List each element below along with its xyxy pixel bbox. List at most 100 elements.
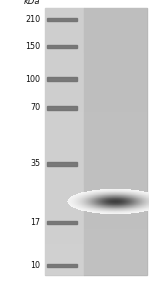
Bar — [116, 210, 117, 211]
Bar — [131, 194, 132, 195]
Bar — [144, 205, 145, 206]
Bar — [141, 199, 142, 200]
Bar — [102, 208, 103, 209]
Bar — [77, 204, 78, 205]
Bar — [105, 200, 106, 201]
Bar — [100, 198, 101, 199]
Bar — [78, 196, 79, 197]
Bar — [79, 198, 80, 199]
Bar — [109, 194, 110, 195]
Bar — [118, 192, 119, 193]
Bar — [107, 201, 108, 202]
Bar — [119, 196, 120, 197]
Bar — [118, 203, 119, 204]
Bar — [115, 190, 116, 191]
Bar — [144, 193, 145, 194]
Bar — [80, 200, 81, 201]
Bar — [138, 199, 139, 200]
Bar — [147, 200, 148, 201]
Bar — [120, 207, 121, 208]
Bar — [114, 192, 115, 193]
Bar — [102, 198, 103, 199]
Bar — [130, 195, 131, 196]
Bar — [81, 192, 82, 193]
Bar — [143, 194, 144, 195]
Bar — [84, 201, 85, 202]
Bar — [104, 209, 105, 210]
Bar — [144, 200, 145, 201]
Bar — [126, 207, 127, 208]
Bar — [117, 213, 118, 214]
Bar — [114, 212, 115, 213]
Bar — [120, 198, 121, 199]
Bar — [93, 195, 94, 196]
Bar — [146, 200, 147, 201]
Bar — [106, 201, 107, 202]
Bar — [76, 205, 77, 206]
Bar — [106, 193, 107, 194]
Bar — [122, 211, 123, 212]
Bar — [67, 201, 68, 202]
Bar — [133, 209, 134, 210]
Bar — [124, 197, 125, 198]
Bar — [46, 106, 76, 110]
Bar — [88, 206, 89, 207]
Bar — [106, 210, 107, 211]
Bar — [77, 199, 78, 200]
Bar — [112, 198, 113, 199]
Bar — [132, 202, 133, 203]
Bar — [135, 197, 136, 198]
Bar — [145, 200, 146, 201]
Bar — [136, 207, 137, 208]
Bar — [139, 194, 140, 195]
Bar — [132, 209, 133, 210]
Bar — [139, 197, 140, 198]
Bar — [110, 190, 111, 191]
Bar — [146, 195, 147, 196]
Bar — [138, 203, 139, 204]
Bar — [121, 205, 122, 206]
Bar — [119, 195, 120, 196]
Bar — [143, 211, 144, 212]
Bar — [126, 204, 127, 205]
Bar — [142, 192, 143, 193]
Bar — [100, 205, 101, 206]
Bar — [111, 192, 112, 193]
Bar — [139, 191, 140, 192]
Bar — [81, 202, 82, 203]
Bar — [147, 206, 148, 207]
Bar — [127, 211, 128, 212]
Bar — [78, 203, 79, 204]
Bar — [81, 198, 82, 199]
Bar — [130, 194, 131, 195]
Bar — [85, 203, 86, 204]
Bar — [123, 197, 124, 198]
Bar — [87, 210, 88, 211]
Bar — [96, 195, 97, 196]
Bar — [100, 194, 101, 195]
Bar — [116, 200, 117, 201]
Bar — [105, 195, 106, 196]
Bar — [83, 194, 84, 195]
Bar — [107, 212, 108, 213]
Bar — [122, 207, 123, 208]
Bar — [127, 196, 128, 197]
Bar — [123, 210, 124, 211]
Bar — [129, 197, 130, 198]
Bar — [113, 207, 114, 208]
Bar — [107, 197, 108, 198]
Bar — [71, 197, 72, 198]
Bar — [135, 191, 136, 192]
Bar — [92, 191, 93, 192]
Bar — [116, 196, 117, 197]
Bar — [115, 189, 116, 190]
Bar — [96, 194, 97, 195]
Bar — [128, 208, 129, 209]
Bar — [121, 189, 122, 190]
Bar — [131, 197, 132, 198]
Bar — [117, 200, 118, 201]
Bar — [107, 195, 108, 196]
Bar — [101, 196, 102, 197]
Bar — [106, 199, 107, 200]
Bar — [97, 209, 98, 210]
